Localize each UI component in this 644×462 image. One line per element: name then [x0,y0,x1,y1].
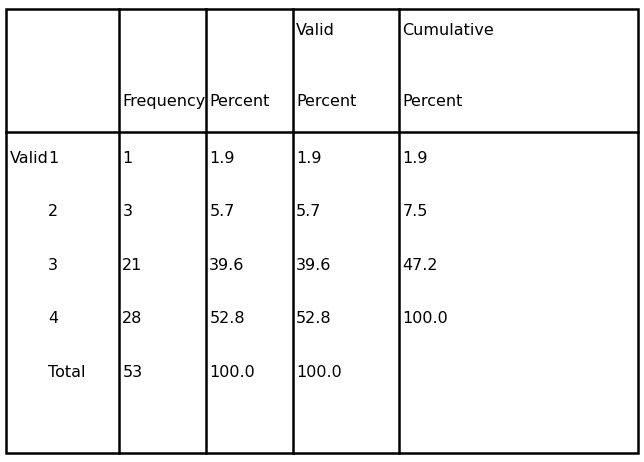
Text: 39.6: 39.6 [296,258,332,273]
Text: 52.8: 52.8 [296,311,332,327]
Text: 5.7: 5.7 [209,205,234,219]
Text: Percent: Percent [209,94,270,109]
Text: 4: 4 [48,311,59,327]
Text: 2: 2 [48,205,59,219]
Text: 100.0: 100.0 [402,311,448,327]
Text: 3: 3 [48,258,59,273]
Text: 100.0: 100.0 [209,365,255,380]
Text: 21: 21 [122,258,143,273]
Text: Frequency: Frequency [122,94,205,109]
Text: 1: 1 [122,151,133,166]
Text: 1: 1 [48,151,59,166]
Text: 7.5: 7.5 [402,205,428,219]
Text: 1.9: 1.9 [402,151,428,166]
Text: Cumulative: Cumulative [402,23,494,38]
Text: 100.0: 100.0 [296,365,342,380]
Text: Valid: Valid [10,151,48,166]
Text: 52.8: 52.8 [209,311,245,327]
Text: 1.9: 1.9 [209,151,235,166]
Text: 3: 3 [122,205,133,219]
Text: Percent: Percent [402,94,463,109]
Text: 1.9: 1.9 [296,151,322,166]
Text: 28: 28 [122,311,143,327]
Text: Valid: Valid [296,23,335,38]
Text: 47.2: 47.2 [402,258,438,273]
Text: 39.6: 39.6 [209,258,245,273]
Text: 53: 53 [122,365,142,380]
Text: 5.7: 5.7 [296,205,321,219]
Text: Percent: Percent [296,94,357,109]
Text: Total: Total [48,365,86,380]
